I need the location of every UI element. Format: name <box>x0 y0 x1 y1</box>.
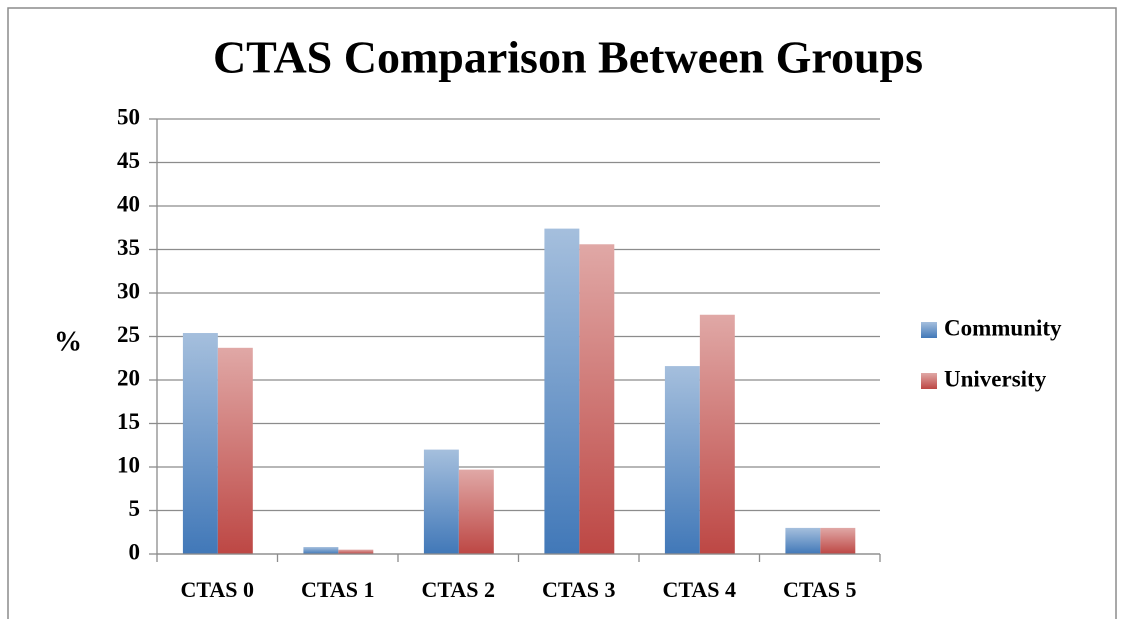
bar <box>303 547 339 554</box>
bar <box>458 469 494 554</box>
legend-swatch <box>921 322 937 338</box>
x-tick-label: CTAS 0 <box>180 577 254 602</box>
chart-frame <box>7 7 1117 619</box>
bar <box>544 228 580 554</box>
bar <box>423 449 459 554</box>
legend-swatch <box>921 373 937 389</box>
bar <box>785 527 821 554</box>
bar <box>217 347 253 554</box>
y-tick-label: 30 <box>117 278 140 303</box>
y-tick-label: 15 <box>117 409 140 434</box>
x-tick-label: CTAS 3 <box>542 577 616 602</box>
y-tick-label: 5 <box>129 496 141 521</box>
y-axis-label: % <box>54 326 82 357</box>
chart-title: CTAS Comparison Between Groups <box>213 32 923 83</box>
bar <box>664 366 700 554</box>
y-tick-label: 10 <box>117 452 140 477</box>
y-tick-label: 50 <box>117 104 140 129</box>
bar <box>820 527 856 554</box>
x-tick-label: CTAS 2 <box>421 577 495 602</box>
y-tick-label: 40 <box>117 191 140 216</box>
y-tick-label: 45 <box>117 148 140 173</box>
y-tick-label: 25 <box>117 322 140 347</box>
bar <box>338 549 374 554</box>
x-tick-label: CTAS 4 <box>662 577 736 602</box>
y-tick-label: 0 <box>129 539 141 564</box>
y-tick-label: 20 <box>117 365 140 390</box>
bar <box>579 244 615 554</box>
legend-label: University <box>944 366 1047 391</box>
bar <box>699 314 735 554</box>
x-tick-label: CTAS 1 <box>301 577 375 602</box>
bar <box>182 333 218 554</box>
legend-label: Community <box>944 315 1062 340</box>
y-tick-label: 35 <box>117 235 140 260</box>
x-tick-label: CTAS 5 <box>783 577 857 602</box>
